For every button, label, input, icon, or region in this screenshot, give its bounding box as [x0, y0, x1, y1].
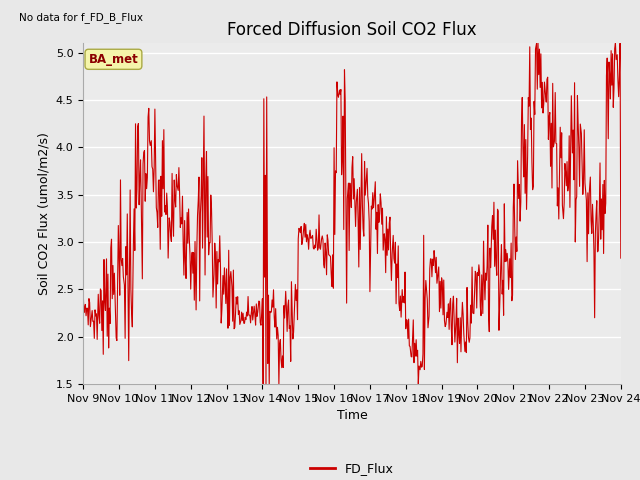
Text: BA_met: BA_met	[88, 53, 138, 66]
X-axis label: Time: Time	[337, 409, 367, 422]
Y-axis label: Soil CO2 Flux (umol/m2/s): Soil CO2 Flux (umol/m2/s)	[37, 132, 50, 295]
Text: No data for f_FD_B_Flux: No data for f_FD_B_Flux	[19, 12, 143, 23]
Legend: FD_Flux: FD_Flux	[305, 457, 399, 480]
Title: Forced Diffusion Soil CO2 Flux: Forced Diffusion Soil CO2 Flux	[227, 21, 477, 39]
